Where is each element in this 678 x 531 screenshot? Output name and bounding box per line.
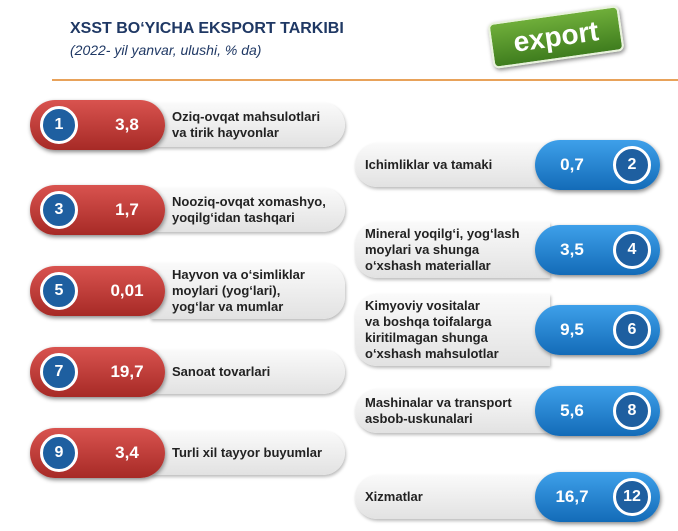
label-line: yog‘lar va mumlar xyxy=(172,299,284,314)
label-bar: Nooziq-ovqat xomashyo, yoqilg‘idan tashqa… xyxy=(150,188,345,232)
title: XSST BO‘YICHA EKSPORT TARKIBI xyxy=(70,20,344,37)
item-number: 9 xyxy=(40,434,78,472)
item-value: 3,8 xyxy=(115,115,139,134)
item-value: 9,5 xyxy=(560,320,584,339)
item-number: 2 xyxy=(613,146,651,184)
item-number: 3 xyxy=(40,191,78,229)
logo: export xyxy=(487,5,625,69)
value-pill: 6 9,5 xyxy=(535,305,660,355)
value-pill: 5 0,01 xyxy=(30,266,165,316)
value-pill: 4 3,5 xyxy=(535,225,660,275)
item-value: 5,6 xyxy=(560,401,584,420)
value-pill: 3 1,7 xyxy=(30,185,165,235)
value-pill: 8 5,6 xyxy=(535,386,660,436)
label-line: moylari (yog‘lari), xyxy=(172,283,281,298)
value-pill: 2 0,7 xyxy=(535,140,660,190)
item-value: 0,01 xyxy=(110,281,144,300)
label-bar: Sanoat tovarlari xyxy=(150,350,345,394)
label-line: Xizmatlar xyxy=(365,489,423,504)
item-value: 1,7 xyxy=(115,200,139,219)
value-pill: 9 3,4 xyxy=(30,428,165,478)
label-bar: Mashinalar va transport asbob-uskunalari xyxy=(355,389,550,433)
item-value: 19,7 xyxy=(110,362,144,381)
value-pill: 7 19,7 xyxy=(30,347,165,397)
label-line: Sanoat tovarlari xyxy=(172,364,271,379)
label-line: Mineral yoqilg‘i, yog‘lash xyxy=(365,226,520,241)
label-line: yoqilg‘idan tashqari xyxy=(172,210,295,225)
label-line: asbob-uskunalari xyxy=(365,411,473,426)
label-line: Oziq-ovqat mahsulotlari xyxy=(172,109,321,124)
subtitle: (2022- yil yanvar, ulushi, % da) xyxy=(70,42,262,58)
label-bar: Turli xil tayyor buyumlar xyxy=(150,431,345,475)
label-line: kiritilmagan shunga xyxy=(365,330,488,345)
item-value: 16,7 xyxy=(555,487,589,506)
divider xyxy=(52,79,678,81)
item-number: 12 xyxy=(613,478,651,516)
label-line: Turli xil tayyor buyumlar xyxy=(172,445,323,460)
value-pill: 12 16,7 xyxy=(535,472,660,522)
item-number: 8 xyxy=(613,392,651,430)
label-bar: Xizmatlar xyxy=(355,475,550,519)
label-line: Nooziq-ovqat xomashyo, xyxy=(172,194,326,209)
item-number: 5 xyxy=(40,272,78,310)
item-value: 3,5 xyxy=(560,240,584,259)
label-line: Hayvon va o‘simliklar xyxy=(172,267,305,282)
label-line: va boshqa toifalarga xyxy=(365,314,492,329)
label-line: Ichimliklar va tamaki xyxy=(365,157,493,172)
label-line: moylari va shunga xyxy=(365,242,480,257)
label-bar: Oziq-ovqat mahsulotlari va tirik hayvonla… xyxy=(150,103,345,147)
label-bar: Hayvon va o‘simliklar moylari (yog‘lari),… xyxy=(150,263,345,319)
label-bar: Ichimliklar va tamaki xyxy=(355,143,550,187)
item-number: 7 xyxy=(40,353,78,391)
item-value: 0,7 xyxy=(560,155,584,174)
label-line: o‘xshash mahsulotlar xyxy=(365,346,499,361)
label-bar: Kimyoviy vositalar va boshqa toifalarga ki… xyxy=(355,294,550,366)
value-pill: 1 3,8 xyxy=(30,100,165,150)
label-line: Kimyoviy vositalar xyxy=(365,298,480,313)
label-line: o‘xshash materiallar xyxy=(365,258,491,273)
label-line: va tirik hayvonlar xyxy=(172,125,279,140)
item-number: 4 xyxy=(613,231,651,269)
item-number: 1 xyxy=(40,106,78,144)
label-line: Mashinalar va transport xyxy=(365,395,512,410)
label-bar: Mineral yoqilg‘i, yog‘lash moylari va shu… xyxy=(355,222,550,278)
item-number: 6 xyxy=(613,311,651,349)
item-value: 3,4 xyxy=(115,443,139,462)
